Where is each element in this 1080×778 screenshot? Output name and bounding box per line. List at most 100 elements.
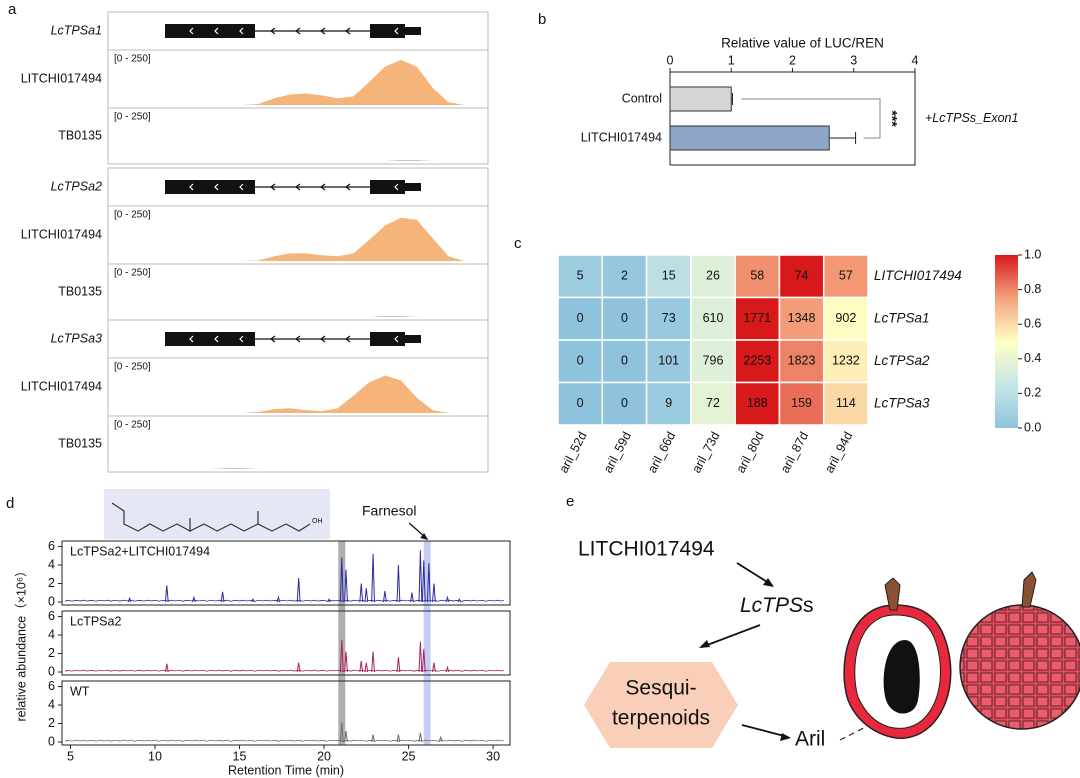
y-tick-label: 4 [48, 697, 55, 711]
strand-chevron [394, 183, 399, 191]
enzyme-italic: LcTPS [740, 594, 803, 617]
peak [383, 590, 387, 603]
strand-arrow [320, 335, 326, 343]
enzyme-label: LcTPSs [740, 594, 814, 617]
heat-cell [645, 381, 692, 426]
peak [457, 598, 462, 603]
x-tick-label: 4 [912, 53, 919, 67]
column-label: aril_73d [689, 429, 722, 475]
coverage-area [115, 375, 481, 413]
baseline [65, 739, 505, 742]
strand-chevron [189, 335, 194, 343]
y-tick-label: 0 [48, 664, 55, 678]
y-tick-label: 0 [48, 734, 55, 748]
peak [396, 734, 401, 743]
molecule-group: OH [312, 518, 323, 525]
peak [396, 657, 401, 673]
peak [296, 662, 301, 673]
product-label: Sesqui- [625, 677, 696, 700]
x-tick-label: 0 [667, 53, 674, 67]
category-label: Control [622, 91, 662, 105]
column-label: aril_94d [822, 429, 855, 475]
peak [359, 660, 364, 673]
x-tick-label: 1 [728, 53, 735, 67]
gene-label: LcTPSa2 [51, 179, 102, 193]
cell-label: 0 [577, 396, 584, 410]
litchi-stem [884, 577, 901, 611]
cell-label: 9 [665, 396, 672, 410]
peak [418, 732, 423, 743]
source-label: LITCHI017494 [578, 538, 715, 561]
panel-label: b [538, 11, 546, 28]
molecule-skeleton [111, 502, 311, 533]
subplot-frame [61, 540, 511, 606]
peak [426, 563, 431, 603]
cell-label: 0 [621, 354, 628, 368]
utr [405, 335, 421, 343]
heat-cell [557, 254, 604, 299]
exon [370, 180, 405, 194]
strand-arrow [320, 183, 326, 191]
strand-arrow [270, 27, 276, 35]
cell-label: 0 [621, 311, 628, 325]
colorbar-label: 1.0 [1024, 247, 1041, 261]
cell-label: 0 [621, 396, 628, 410]
heat-cell [778, 296, 825, 341]
category-label: LITCHI017494 [581, 130, 662, 144]
cell-label: 1348 [788, 311, 816, 325]
strand-arrow [345, 183, 351, 191]
peak [339, 639, 344, 673]
peak [344, 569, 348, 603]
cell-label: 2 [621, 269, 628, 283]
cell-label: 26 [706, 269, 720, 283]
group-label: +LcTPSs_Exon1 [925, 111, 1018, 125]
cell-label: 1232 [832, 354, 860, 368]
enzyme-suffix: s [803, 594, 814, 617]
x-tick-label: 20 [317, 749, 331, 763]
colorbar-label: 0.4 [1024, 351, 1041, 365]
farnesol-arrowhead [420, 533, 429, 540]
cell-label: 796 [703, 354, 724, 368]
significance-bracket [741, 98, 881, 139]
panel-label: c [514, 235, 522, 252]
row-label: LcTPSa2 [874, 353, 930, 368]
cell-label: 2253 [743, 354, 771, 368]
bar [669, 86, 732, 112]
subplot-frame [61, 680, 511, 746]
coverage-area [115, 217, 481, 261]
series-label: WT [70, 684, 90, 698]
cell-label: 15 [662, 269, 676, 283]
y-tick-label: 2 [48, 576, 55, 590]
heat-cell [734, 296, 781, 341]
strand-chevron [239, 335, 244, 343]
track-range: [0 - 250] [114, 268, 151, 279]
track-label: TB0135 [58, 128, 102, 142]
x-axis-label: Retention Time (min) [228, 763, 344, 777]
exon [165, 332, 255, 346]
arrow [741, 724, 789, 738]
colorbar-label: 0.6 [1024, 316, 1041, 330]
peak [339, 722, 344, 743]
panel-label: e [566, 493, 574, 510]
y-tick-label: 6 [48, 539, 55, 553]
cell-label: 114 [836, 396, 856, 410]
peak [164, 663, 169, 673]
heat-cell [645, 296, 692, 341]
strand-arrow [345, 27, 351, 35]
coverage-area [115, 316, 481, 317]
exon [165, 180, 255, 194]
strand-arrow [270, 183, 276, 191]
peak [339, 557, 344, 603]
track-range: [0 - 250] [114, 362, 151, 373]
peak [296, 577, 301, 603]
exon [370, 24, 405, 38]
peak [421, 560, 426, 603]
peak [432, 662, 436, 673]
baseline [65, 669, 505, 672]
cell-label: 74 [795, 269, 809, 283]
litchi-whole [959, 604, 1080, 730]
track-box [107, 11, 489, 165]
cell-label: 1823 [788, 354, 816, 368]
arrow [701, 624, 761, 648]
